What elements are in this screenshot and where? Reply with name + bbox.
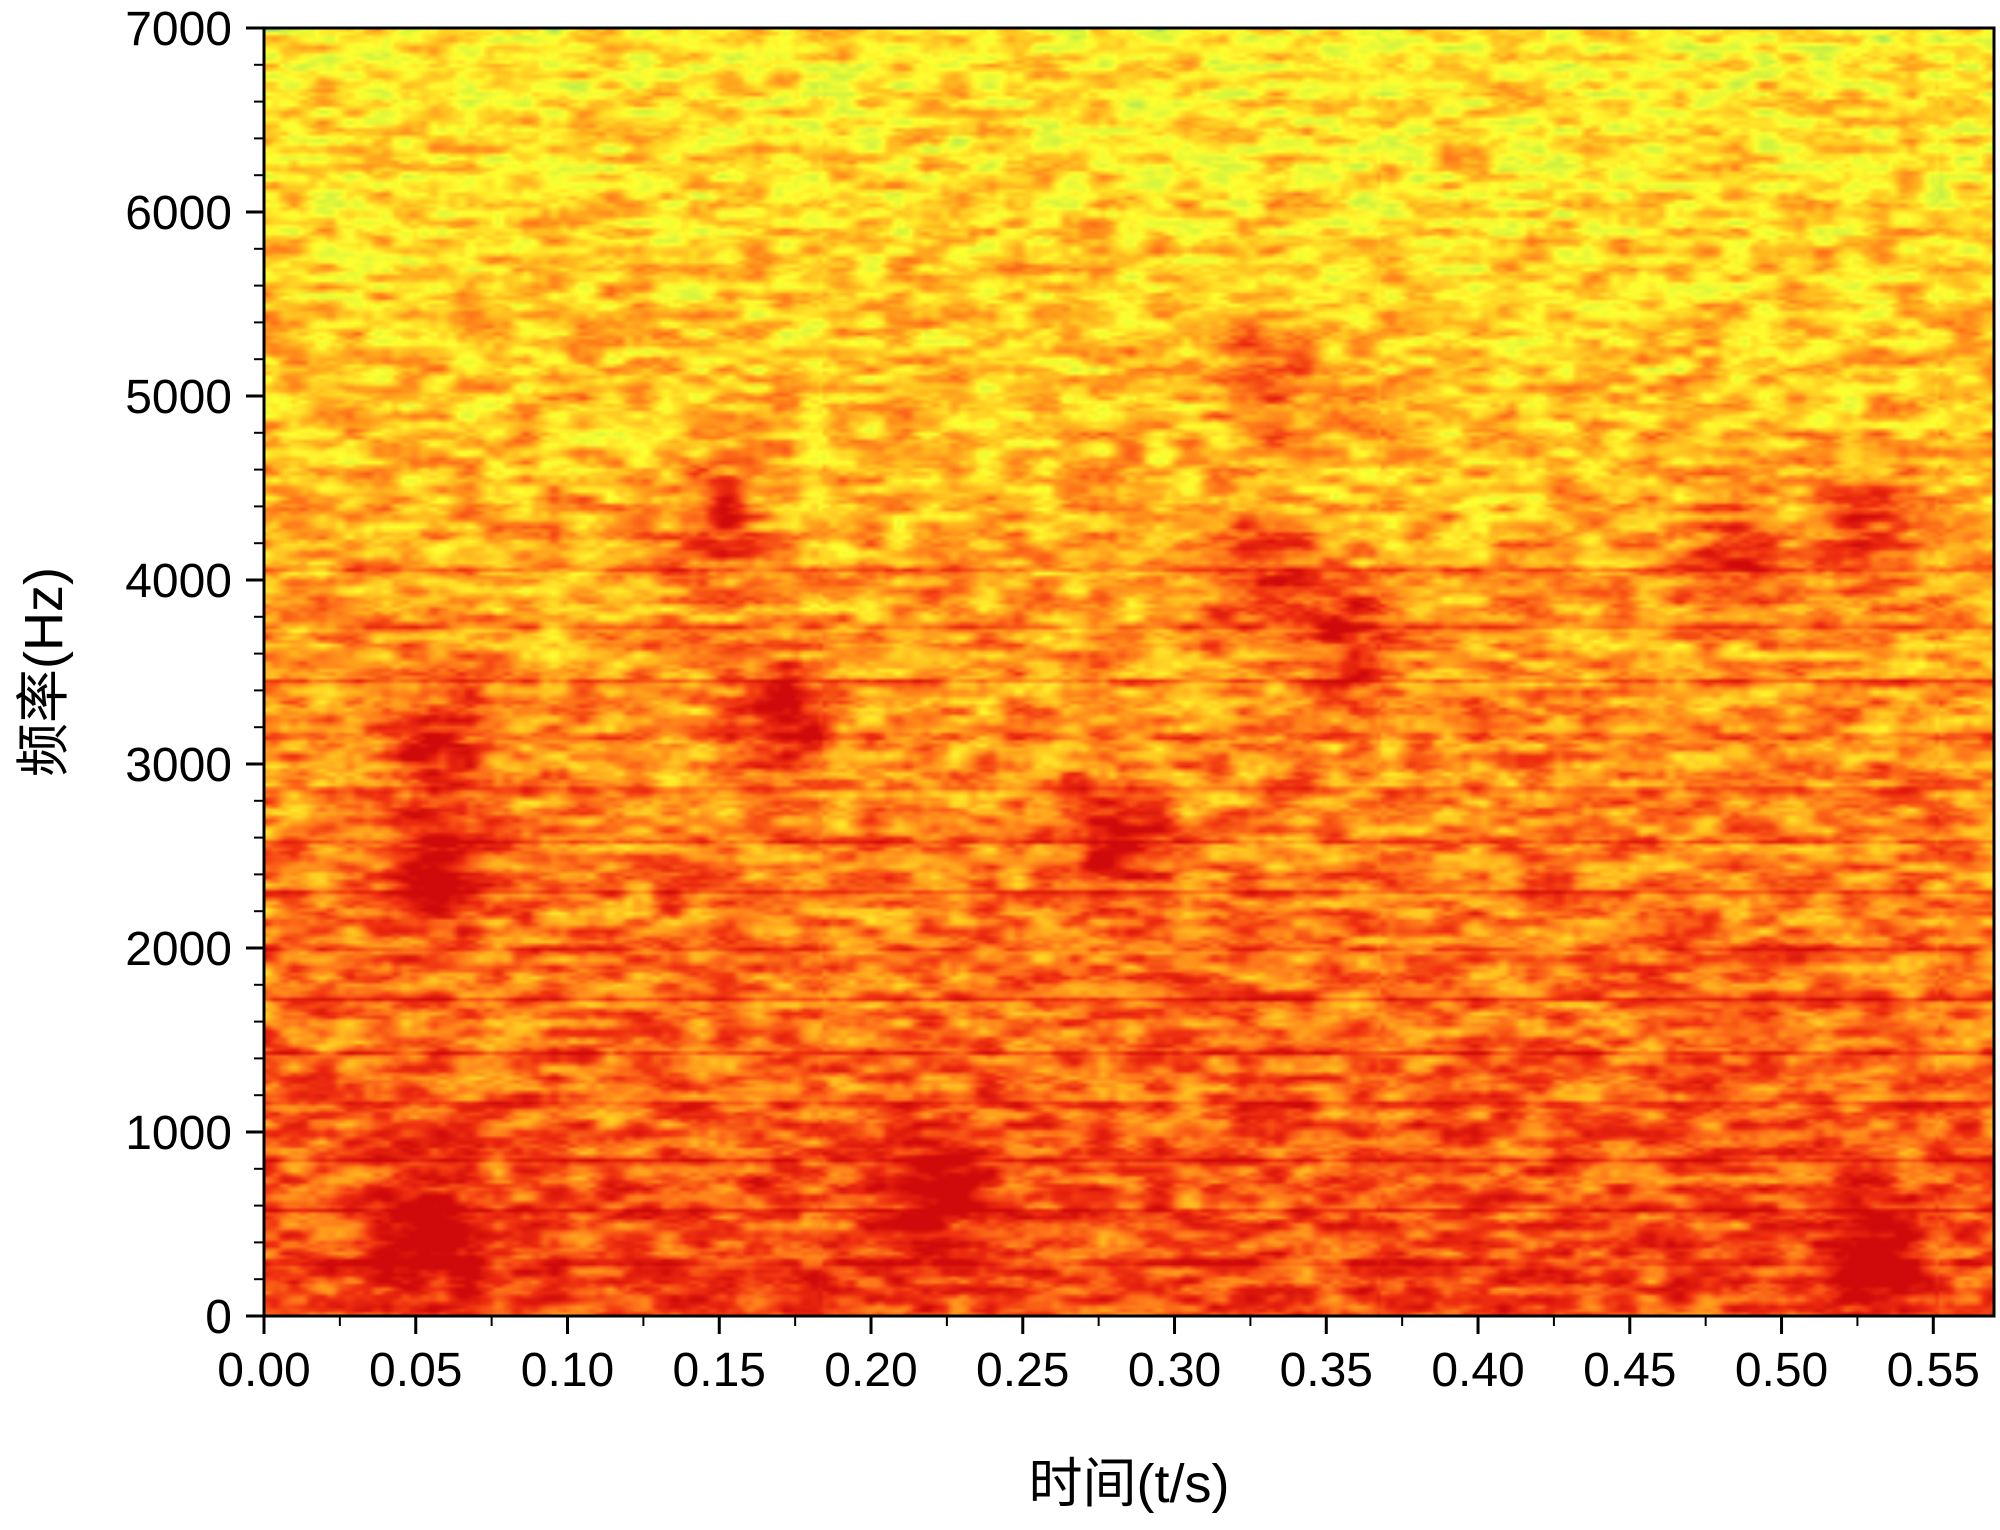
y-tick-label: 5000 [125, 371, 232, 424]
y-axis: 0 1000 2000 3000 4000 5000 6000 7000 [125, 3, 264, 1344]
y-tick-label: 0 [205, 1291, 232, 1344]
y-tick-label: 2000 [125, 923, 232, 976]
x-tick-label: 0.55 [1887, 1344, 1980, 1397]
x-tick-label: 0.35 [1280, 1344, 1373, 1397]
x-axis-label: 时间(t/s) [1029, 1454, 1230, 1514]
x-tick-label: 0.05 [369, 1344, 462, 1397]
y-tick-label: 4000 [125, 555, 232, 608]
x-axis: 0.00 0.05 0.10 0.15 0.20 0.25 0.30 0.35 0.40 0.45… [217, 1316, 1980, 1397]
x-tick-label: 0.25 [976, 1344, 1069, 1397]
spectrogram-heatmap [264, 28, 1994, 1316]
y-tick-label: 3000 [125, 739, 232, 792]
y-tick-label: 1000 [125, 1107, 232, 1160]
x-tick-label: 0.50 [1735, 1344, 1828, 1397]
x-tick-label: 0.00 [217, 1344, 310, 1397]
y-axis-label: 频率(Hz) [14, 567, 74, 777]
x-tick-label: 0.45 [1583, 1344, 1676, 1397]
plot-frame [262, 26, 1996, 1318]
y-tick-label: 7000 [125, 3, 232, 56]
y-tick-label: 6000 [125, 187, 232, 240]
x-tick-label: 0.20 [824, 1344, 917, 1397]
x-tick-label: 0.10 [521, 1344, 614, 1397]
x-tick-label: 0.40 [1431, 1344, 1524, 1397]
x-tick-label: 0.30 [1128, 1344, 1221, 1397]
x-tick-label: 0.15 [673, 1344, 766, 1397]
